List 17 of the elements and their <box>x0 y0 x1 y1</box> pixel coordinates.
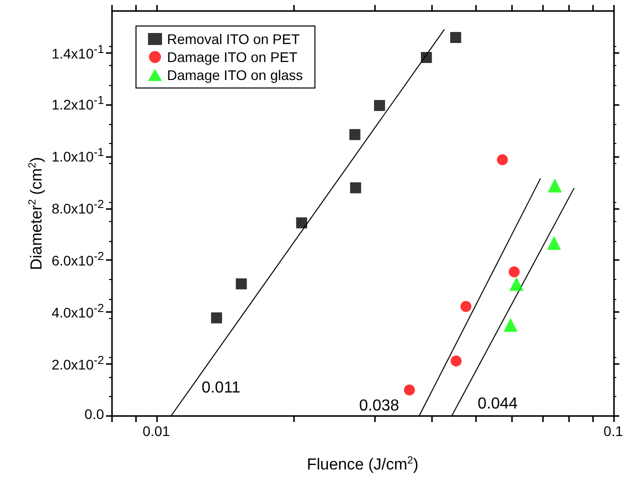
y-tick-label: 4.0x10$^{-2}$ <box>52 302 104 322</box>
x-tick-label: 0.01 <box>142 423 170 439</box>
annotation: 0.011 <box>202 380 241 396</box>
legend-label: Damage ITO on PET <box>167 49 298 65</box>
y-axis-title: Diameter2 (cm2) <box>28 157 46 270</box>
legend-label: Removal ITO on PET <box>167 31 300 47</box>
y-tick-label: 0.0 <box>84 406 104 424</box>
annotation: 0.044 <box>478 396 518 412</box>
y-tick-label: 2.0x10$^{-2}$ <box>52 354 104 374</box>
annotation: 0.038 <box>359 398 400 414</box>
y-tick-label: 8.0x10$^{-2}$ <box>52 198 104 218</box>
y-tick-label: 1.4x10$^{-1}$ <box>52 42 104 63</box>
y-tick-label: 1.2x10$^{-1}$ <box>52 94 104 114</box>
legend-label: Damage ITO on glass <box>167 67 303 83</box>
x-tick-label: 0.1 <box>604 423 624 439</box>
y-tick-label: 1.0x10$^{-1}$ <box>52 146 104 166</box>
y-tick-label: 6.0x10$^{-2}$ <box>52 250 104 270</box>
